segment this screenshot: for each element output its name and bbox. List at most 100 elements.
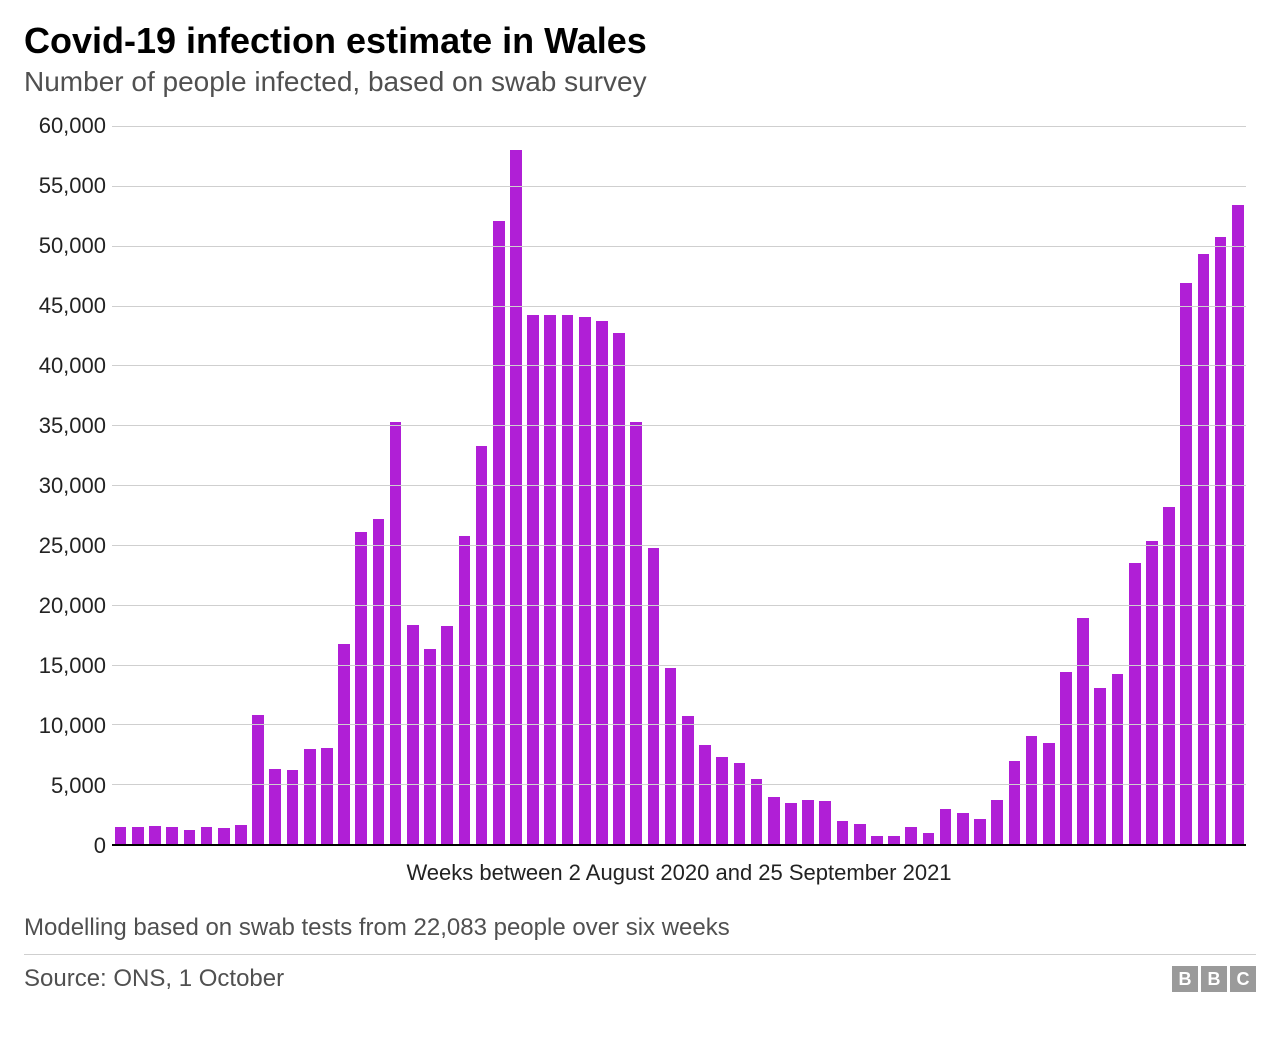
y-tick-label: 25,000 (39, 533, 106, 559)
bar (287, 770, 299, 844)
bar (544, 315, 556, 844)
bar (768, 797, 780, 844)
bar (1112, 674, 1124, 844)
y-tick-label: 50,000 (39, 233, 106, 259)
bar (1077, 618, 1089, 844)
chart-subtitle: Number of people infected, based on swab… (24, 66, 1256, 98)
bar (905, 827, 917, 844)
y-tick-label: 5,000 (51, 773, 106, 799)
bar (1215, 237, 1227, 844)
logo-letter: C (1230, 966, 1256, 992)
bar (596, 321, 608, 844)
gridline (112, 784, 1246, 785)
bar (132, 827, 144, 844)
source-text: Source: ONS, 1 October (24, 965, 284, 993)
bar (854, 824, 866, 844)
bar (1060, 672, 1072, 844)
y-tick-label: 10,000 (39, 713, 106, 739)
bar (1163, 507, 1175, 844)
gridline (112, 545, 1246, 546)
chart-title: Covid-19 infection estimate in Wales (24, 20, 1256, 62)
bar (940, 809, 952, 844)
bar (648, 548, 660, 844)
y-tick-label: 20,000 (39, 593, 106, 619)
gridline (112, 365, 1246, 366)
bar (613, 333, 625, 844)
bar (201, 827, 213, 844)
bar (819, 801, 831, 844)
bar (682, 716, 694, 844)
y-tick-label: 40,000 (39, 353, 106, 379)
bar (459, 536, 471, 844)
bar (665, 668, 677, 844)
gridline (112, 246, 1246, 247)
bar (837, 821, 849, 844)
gridline (112, 605, 1246, 606)
logo-letter: B (1201, 966, 1227, 992)
gridline (112, 724, 1246, 725)
y-tick-label: 35,000 (39, 413, 106, 439)
bar (269, 769, 281, 844)
x-axis-label: Weeks between 2 August 2020 and 25 Septe… (112, 860, 1246, 886)
bar (527, 315, 539, 844)
bar (1026, 736, 1038, 844)
bar (562, 315, 574, 844)
bar (957, 813, 969, 844)
y-tick-label: 15,000 (39, 653, 106, 679)
source-row: Source: ONS, 1 October BBC (24, 954, 1256, 993)
bar (321, 748, 333, 844)
bar (1009, 761, 1021, 844)
chart-footnote: Modelling based on swab tests from 22,08… (24, 914, 1256, 954)
bar (115, 827, 127, 844)
bar (235, 825, 247, 844)
chart-area: 0 5,000 10,000 15,000 20,000 25,000 30,000 35,0… (24, 126, 1256, 886)
bar (1146, 541, 1158, 844)
bar (871, 836, 883, 844)
bar (373, 519, 385, 844)
bar (338, 644, 350, 844)
gridline (112, 425, 1246, 426)
bar (974, 819, 986, 844)
bar (355, 532, 367, 844)
bar (991, 800, 1003, 844)
bar (699, 745, 711, 844)
gridline (112, 306, 1246, 307)
bar (304, 749, 316, 844)
y-tick-label: 0 (94, 833, 106, 859)
bar (1232, 205, 1244, 844)
bar (149, 826, 161, 844)
bar (751, 779, 763, 844)
bar (407, 625, 419, 844)
bar (1198, 254, 1210, 844)
bar (1180, 283, 1192, 844)
bar (218, 828, 230, 844)
gridline (112, 485, 1246, 486)
bar (493, 221, 505, 844)
bar (1094, 688, 1106, 844)
gridline (112, 186, 1246, 187)
bar (424, 649, 436, 844)
bar (579, 317, 591, 844)
bar (785, 803, 797, 844)
bar (441, 626, 453, 844)
plot-region (112, 126, 1246, 846)
gridline (112, 126, 1246, 127)
bar (734, 763, 746, 844)
bar (802, 800, 814, 844)
gridline (112, 665, 1246, 666)
bar (184, 830, 196, 844)
logo-letter: B (1172, 966, 1198, 992)
y-tick-label: 30,000 (39, 473, 106, 499)
bbc-logo: BBC (1172, 966, 1256, 992)
y-tick-label: 45,000 (39, 293, 106, 319)
bar (166, 827, 178, 844)
y-tick-label: 60,000 (39, 113, 106, 139)
y-tick-label: 55,000 (39, 173, 106, 199)
bar (716, 757, 728, 844)
bar (252, 715, 264, 844)
bar (923, 833, 935, 844)
bar (888, 836, 900, 844)
bar (1043, 743, 1055, 844)
bar (510, 150, 522, 844)
y-axis: 05,00010,00015,00020,00025,00030,00035,0… (24, 126, 112, 846)
